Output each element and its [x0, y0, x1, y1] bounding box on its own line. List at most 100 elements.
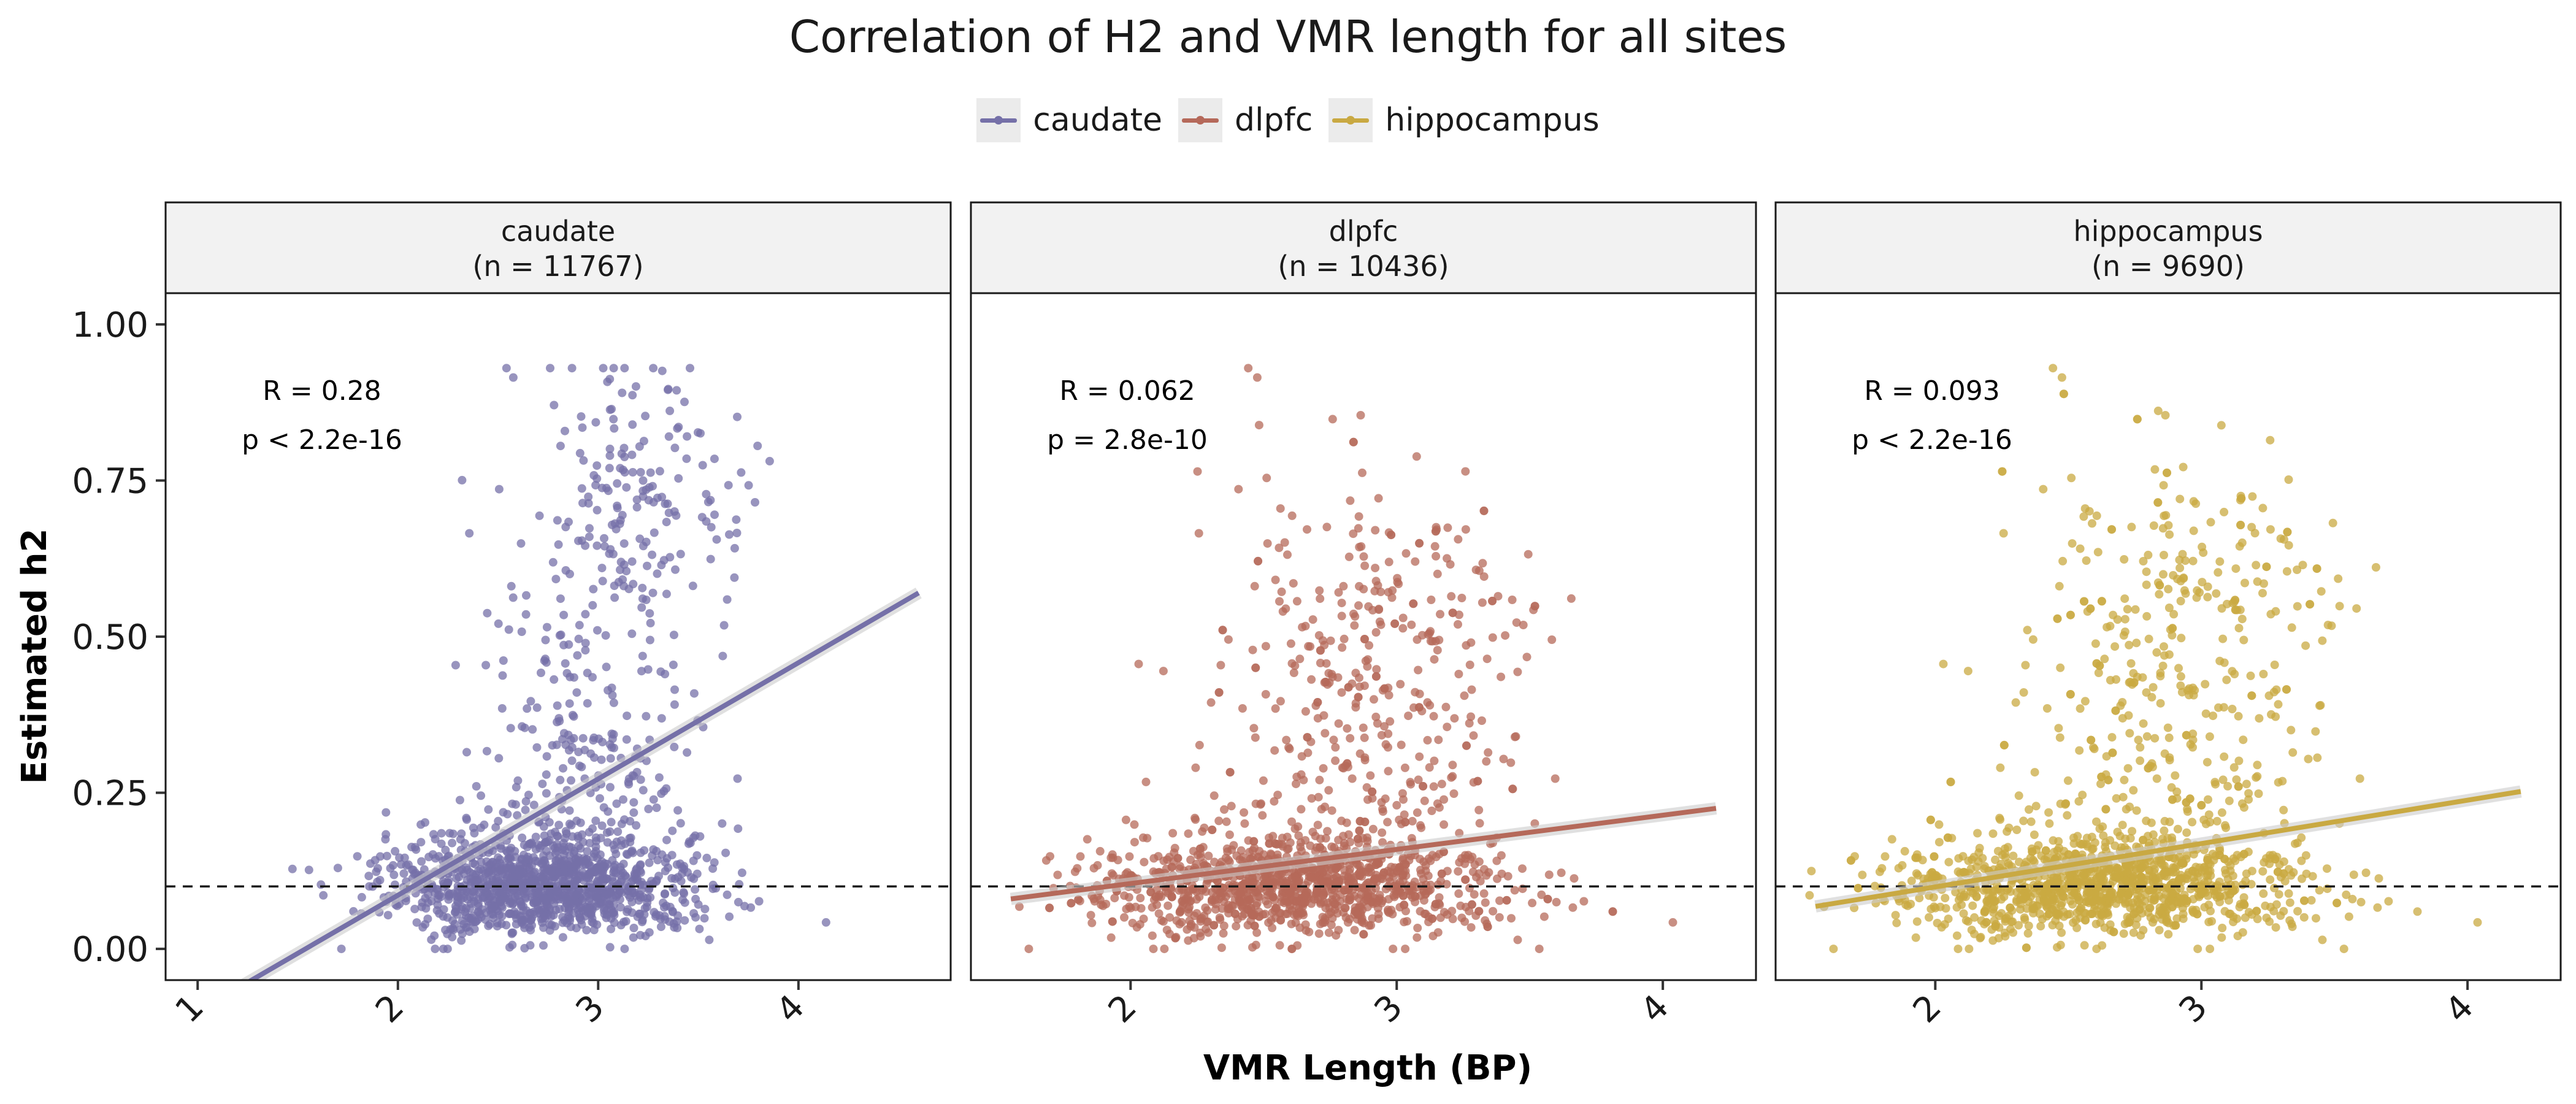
data-point — [1912, 869, 1921, 878]
data-point — [1456, 901, 1465, 910]
data-point — [1107, 869, 1116, 878]
data-point — [1934, 838, 1944, 847]
data-point — [1210, 857, 1219, 867]
data-point — [2076, 903, 2085, 913]
data-point — [1374, 910, 1383, 919]
data-point — [431, 835, 440, 844]
data-point — [528, 725, 537, 734]
data-point — [443, 913, 452, 922]
data-point — [702, 489, 711, 499]
points-hippocampus — [1805, 364, 2482, 954]
data-point — [539, 941, 548, 950]
data-point — [2149, 683, 2158, 692]
data-point — [2066, 610, 2075, 619]
data-point — [510, 846, 519, 856]
data-point — [2175, 564, 2185, 573]
data-point — [565, 699, 574, 708]
data-point — [2304, 754, 2313, 764]
data-point — [402, 861, 411, 870]
data-point — [1324, 928, 1333, 937]
data-point — [2259, 889, 2268, 898]
data-point — [2168, 624, 2177, 633]
data-point — [1384, 558, 1393, 567]
data-point — [1357, 918, 1367, 927]
data-point — [2293, 565, 2302, 574]
data-point — [523, 704, 532, 713]
data-point — [2115, 872, 2124, 881]
data-point — [2212, 816, 2221, 826]
data-point — [1993, 846, 2003, 856]
data-point — [1200, 823, 1209, 832]
data-point — [435, 909, 444, 918]
data-point — [1454, 670, 1463, 678]
data-point — [605, 375, 615, 384]
data-point — [2015, 857, 2023, 867]
data-point — [683, 432, 692, 441]
data-point — [613, 504, 622, 513]
data-point — [2152, 774, 2161, 783]
data-point — [608, 691, 617, 700]
data-point — [2225, 796, 2234, 805]
data-point — [353, 852, 362, 861]
data-point — [2098, 822, 2107, 831]
data-point — [1960, 868, 1969, 877]
data-point — [535, 906, 544, 915]
data-point — [542, 846, 551, 856]
data-point — [1219, 929, 1228, 938]
data-point — [592, 474, 602, 483]
data-point — [1880, 852, 1890, 861]
data-point — [1431, 527, 1440, 536]
data-point — [689, 833, 698, 842]
data-point — [1376, 620, 1386, 629]
data-point — [1414, 775, 1423, 784]
data-point — [691, 885, 700, 894]
data-point — [628, 420, 637, 429]
data-point — [462, 815, 471, 824]
data-point — [463, 895, 472, 904]
data-point — [1346, 496, 1355, 505]
data-point — [1297, 805, 1306, 814]
data-point — [2127, 523, 2136, 532]
data-point — [2011, 698, 2020, 707]
data-point — [1319, 764, 1328, 773]
y-tick-label: 0.75 — [72, 461, 148, 501]
data-point — [1463, 851, 1473, 860]
data-point — [2090, 888, 2099, 897]
data-point — [2044, 808, 2053, 817]
data-point — [469, 823, 478, 832]
data-point — [2242, 780, 2251, 789]
data-point — [1428, 914, 1437, 923]
data-point — [1466, 923, 1476, 932]
data-point — [2149, 896, 2158, 905]
data-point — [1149, 867, 1158, 876]
data-point — [1224, 900, 1233, 910]
data-point — [2110, 841, 2120, 850]
data-point — [2092, 511, 2101, 520]
data-point — [1229, 841, 1238, 850]
data-point — [507, 864, 516, 873]
data-point — [2288, 748, 2298, 757]
data-point — [596, 794, 604, 803]
data-point — [1202, 924, 1210, 933]
data-point — [1183, 925, 1192, 934]
data-point — [651, 910, 661, 919]
data-point — [664, 432, 673, 441]
data-point — [1271, 575, 1280, 585]
data-point — [617, 841, 626, 850]
data-point — [1427, 596, 1436, 604]
data-point — [1307, 675, 1316, 684]
data-point — [1427, 807, 1436, 815]
data-point — [734, 897, 743, 907]
data-point — [617, 819, 626, 829]
data-point — [2252, 907, 2261, 916]
data-point — [2163, 723, 2172, 732]
data-point — [381, 835, 390, 844]
data-point — [1430, 756, 1439, 765]
data-point — [2240, 900, 2249, 910]
data-point — [2177, 859, 2186, 868]
data-point — [1431, 900, 1440, 909]
data-point — [2282, 567, 2291, 576]
data-point — [2317, 587, 2326, 596]
data-point — [526, 876, 535, 886]
